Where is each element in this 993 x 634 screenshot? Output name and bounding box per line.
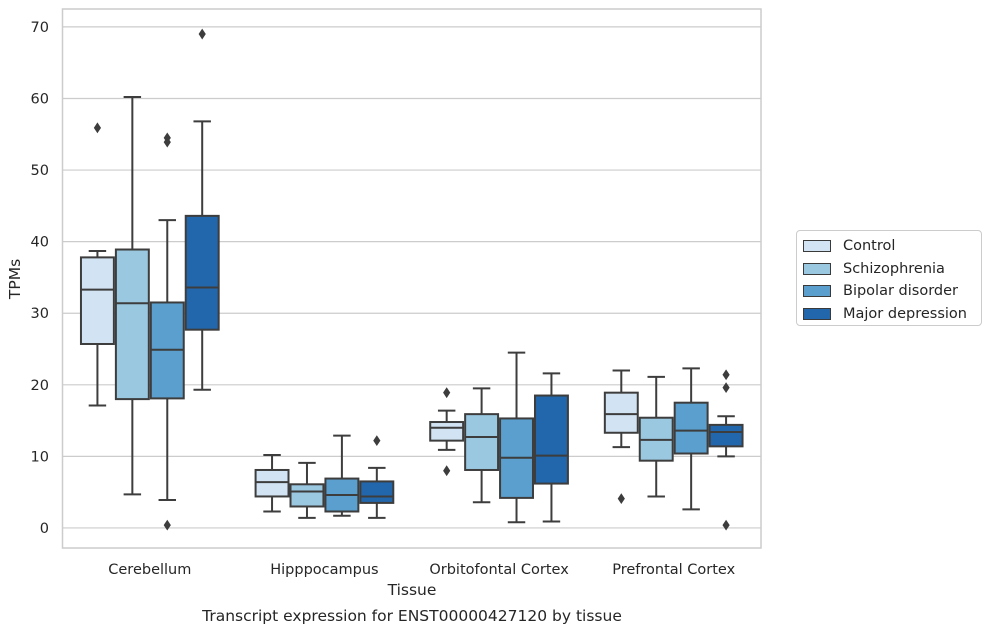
box-plot-series xyxy=(79,28,744,531)
box-bipolar-disorder xyxy=(673,367,709,511)
box-iqr xyxy=(429,421,465,442)
x-tick-label: Cerebellum xyxy=(108,562,191,578)
legend-item: Schizophrenia xyxy=(803,258,981,281)
x-tick-labels: Cerebellum Hipppocampus Orbitofontal Corte… xyxy=(108,562,735,578)
box-schizophrenia xyxy=(638,375,674,498)
box-major-depression xyxy=(708,369,744,531)
box-iqr xyxy=(673,401,709,455)
box-iqr xyxy=(359,480,395,504)
outlier-point xyxy=(163,136,171,148)
box-schizophrenia xyxy=(114,96,150,496)
box-iqr xyxy=(708,423,744,448)
box-bipolar-disorder xyxy=(324,434,360,517)
box-major-depression xyxy=(184,28,220,391)
outlier-point xyxy=(722,382,730,394)
x-tick-label: Hipppocampus xyxy=(270,562,378,578)
legend-label: Schizophrenia xyxy=(843,260,945,277)
legend-label: Major depression xyxy=(843,305,967,322)
box-control xyxy=(429,387,465,477)
box-iqr xyxy=(464,413,500,471)
box-major-depression xyxy=(533,372,569,523)
y-tick-label: 20 xyxy=(31,378,49,394)
y-axis-label: TPMs xyxy=(6,259,24,300)
y-tick-label: 30 xyxy=(31,306,49,322)
box-bipolar-disorder xyxy=(149,132,185,531)
legend-item: Control xyxy=(803,235,981,258)
legend-swatch xyxy=(803,262,831,275)
y-tick-label: 60 xyxy=(31,91,49,107)
outlier-point xyxy=(373,435,381,447)
legend-item: Major depression xyxy=(803,303,981,326)
y-tick-label: 10 xyxy=(31,449,49,465)
box-iqr xyxy=(79,256,115,345)
box-major-depression xyxy=(359,435,395,519)
legend-item: Bipolar disorder xyxy=(803,280,981,303)
outlier-point xyxy=(617,493,625,505)
y-tick-label: 70 xyxy=(31,20,49,36)
legend-swatch xyxy=(803,307,831,320)
outlier-point xyxy=(443,387,451,399)
outlier-point xyxy=(93,122,102,134)
legend-swatch xyxy=(803,240,831,253)
outlier-point xyxy=(443,465,451,477)
x-tick-label: Orbitofontal Cortex xyxy=(429,562,569,578)
box-iqr xyxy=(184,214,220,331)
box-schizophrenia xyxy=(289,461,325,519)
box-iqr xyxy=(289,483,325,508)
box-bipolar-disorder xyxy=(499,351,534,524)
outlier-point xyxy=(198,28,206,40)
legend-label: Control xyxy=(843,238,896,255)
box-control xyxy=(254,453,290,513)
x-axis-label: Tissue xyxy=(387,581,437,599)
chart-title: Transcript expression for ENST0000042712… xyxy=(201,607,622,625)
box-control xyxy=(79,122,115,407)
plot-frame xyxy=(61,8,762,549)
x-tick-label: Prefrontal Cortex xyxy=(612,562,735,578)
legend-swatch xyxy=(803,285,831,298)
outlier-point xyxy=(722,369,730,381)
legend-label: Bipolar disorder xyxy=(843,283,958,300)
box-iqr xyxy=(533,394,569,485)
outlier-point xyxy=(163,519,171,531)
box-iqr xyxy=(254,468,290,498)
box-schizophrenia xyxy=(464,387,500,504)
y-tick-label: 50 xyxy=(31,163,49,179)
box-iqr xyxy=(114,248,150,401)
y-tick-label: 40 xyxy=(31,235,49,251)
y-tick-label: 0 xyxy=(40,521,49,537)
outlier-point xyxy=(722,519,730,531)
legend: Control Schizophrenia Bipolar disorder Majo… xyxy=(796,230,982,326)
box-iqr xyxy=(603,391,639,434)
box-control xyxy=(603,369,639,505)
y-tick-labels: 0 10 20 30 40 50 60 70 xyxy=(31,20,49,537)
